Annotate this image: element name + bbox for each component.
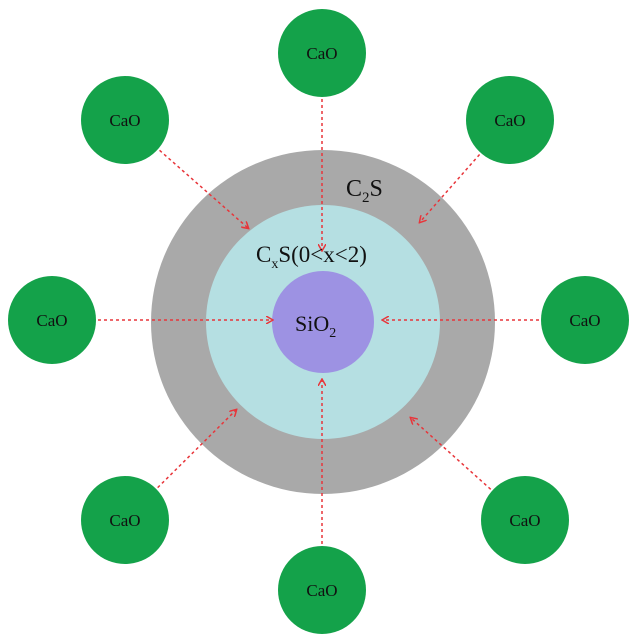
diffusion-arrow [157, 410, 236, 489]
cao-particle-label: CaO [509, 511, 540, 530]
cao-particle-label: CaO [36, 311, 67, 330]
cao-particle-label: CaO [494, 111, 525, 130]
middle-shell-label: CxS(0<x<2) [256, 242, 367, 272]
sio2-core [272, 271, 374, 373]
cao-particle: CaO [481, 476, 569, 564]
cao-particle-circle [466, 76, 554, 164]
outer-shell-label: C2S [346, 176, 383, 206]
cao-particle-label: CaO [109, 511, 140, 530]
cao-particle: CaO [81, 476, 169, 564]
cao-particle-circle [81, 476, 169, 564]
cao-particle: CaO [81, 76, 169, 164]
diffusion-arrow [159, 149, 248, 228]
core-label: SiO2 [295, 311, 336, 341]
cao-particle: CaO [8, 276, 96, 364]
cao-particle-circle [278, 546, 366, 634]
cao-particle: CaO [541, 276, 629, 364]
cao-particle-label: CaO [306, 581, 337, 600]
cao-particle-label: CaO [306, 44, 337, 63]
cao-particle-circle [481, 476, 569, 564]
cao-particle: CaO [466, 76, 554, 164]
cao-particle-circle [8, 276, 96, 364]
cao-particle: CaO [278, 546, 366, 634]
cao-particle-label: CaO [569, 311, 600, 330]
cao-particle-label: CaO [109, 111, 140, 130]
diffusion-arrows [98, 99, 539, 544]
cao-particle-circle [278, 9, 366, 97]
cao-particle: CaO [278, 9, 366, 97]
cao-particle-circle [541, 276, 629, 364]
cao-particles: CaO CaO CaO CaO CaO CaO CaO CaO [8, 9, 629, 634]
cao-particle-circle [81, 76, 169, 164]
